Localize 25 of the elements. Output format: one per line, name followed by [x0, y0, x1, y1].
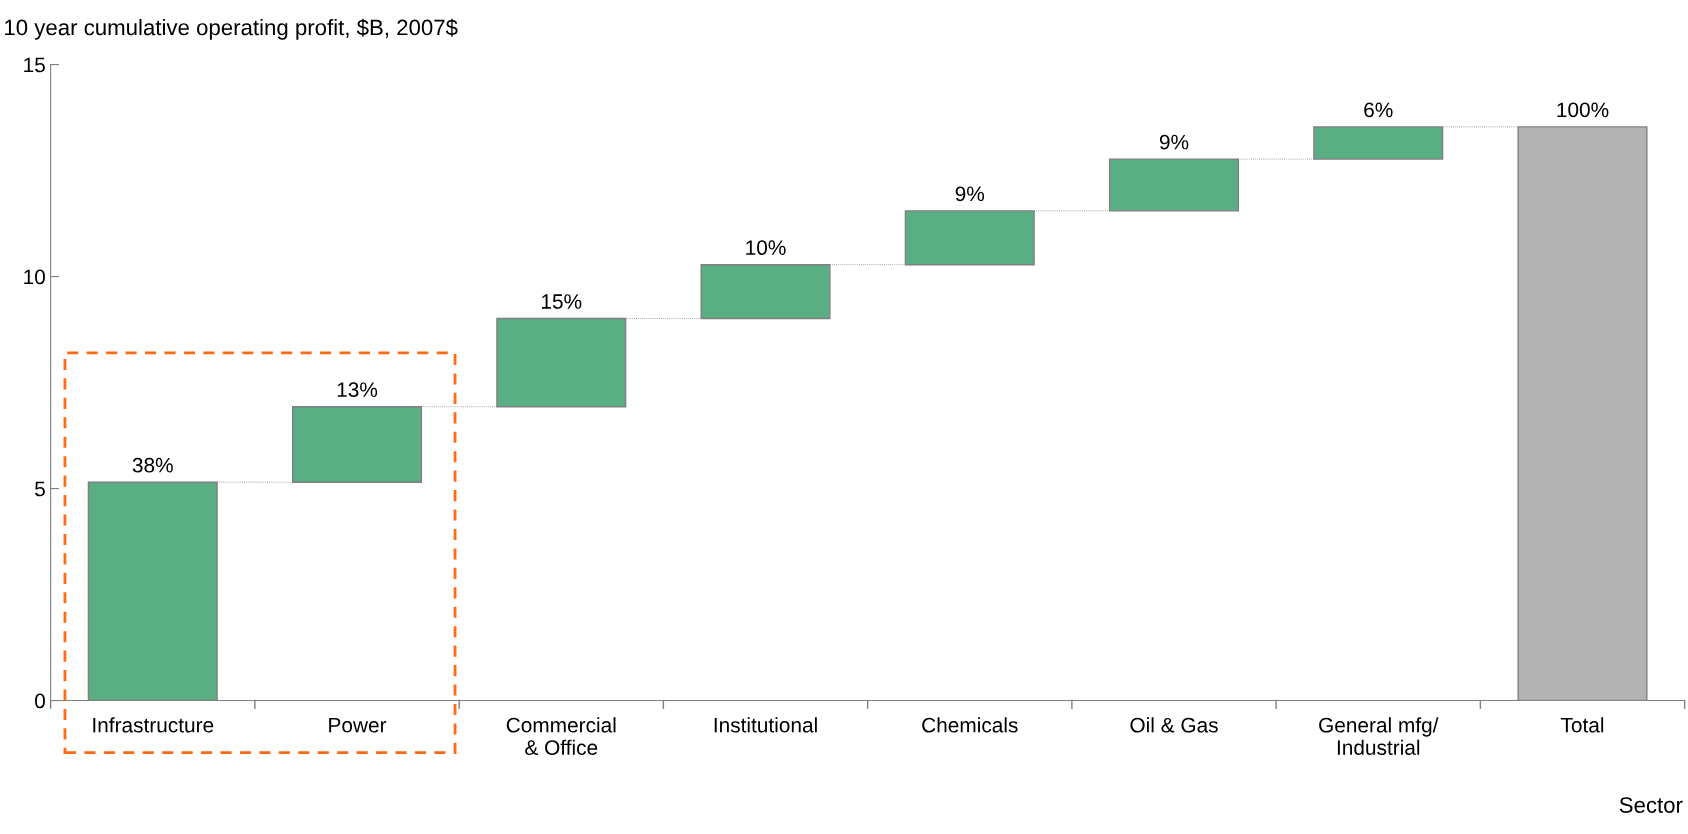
annotation: 15% [542, 294, 582, 309]
annotation: 10% [746, 240, 786, 256]
y-tick-label: 5 [35, 481, 45, 497]
x-tick-label: Institutional [714, 717, 817, 733]
x-axis-title: Sector [1619, 797, 1683, 813]
annotation: 6% [1364, 102, 1393, 118]
x-tick-label: General mfg/ Industrial [1319, 717, 1439, 755]
annotation: 13% [337, 382, 378, 398]
y-tick-label: 15 [24, 57, 45, 73]
bar [87, 481, 218, 701]
annotation: 9% [1159, 134, 1189, 150]
chart-title: 10 year cumulative operating profit, $B, 2007$ [5, 18, 458, 40]
y-tick-label: 0 [35, 693, 45, 709]
x-tick-label: Infrastructure [93, 717, 214, 733]
x-tick-label: Oil & Gas [1130, 717, 1218, 733]
x-tick-label: Commercial & Office [506, 717, 616, 755]
x-tick-label: Chemicals [922, 717, 1018, 733]
annotation: 100% [1557, 102, 1609, 118]
annotation: 38% [132, 457, 173, 473]
x-tick-label: Power [329, 717, 387, 733]
x-tick-label: Total [1560, 717, 1604, 733]
bar [1108, 158, 1240, 212]
bar [291, 406, 423, 483]
y-tick-label: 10 [24, 269, 45, 285]
annotation: 9% [955, 186, 985, 202]
